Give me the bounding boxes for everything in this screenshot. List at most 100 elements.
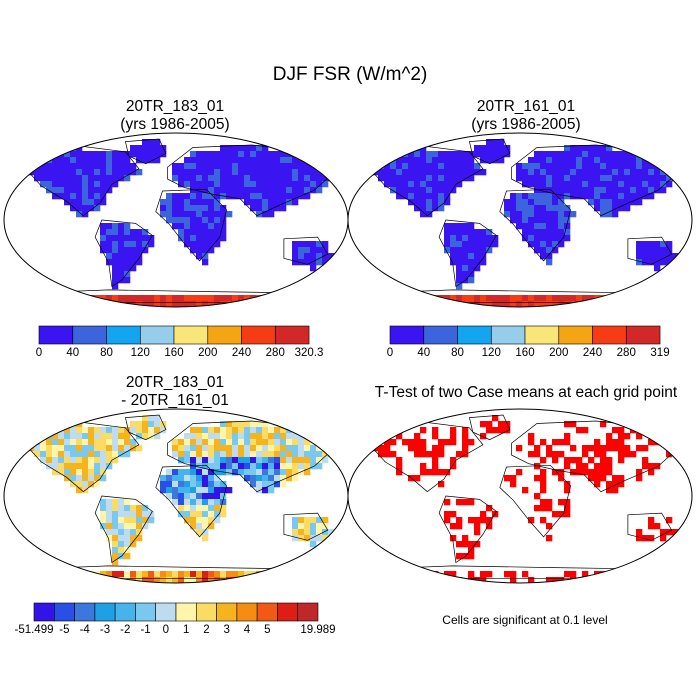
colorbar-swatch [216, 602, 238, 622]
colorbar-swatch [33, 602, 55, 622]
colorbar-swatch [38, 325, 74, 345]
map-panel-4 [347, 408, 693, 584]
colorbar-tick-label: -51.499 [14, 624, 54, 636]
colorbar-swatch [74, 602, 96, 622]
colorbar-swatch [53, 602, 75, 622]
colorbar-swatch [135, 602, 156, 622]
coastline-eurasia [511, 420, 681, 493]
coastline-eurasia [167, 144, 337, 217]
colorbar-swatch [297, 602, 319, 622]
colorbar-swatch [72, 325, 107, 345]
colorbar-swatch [274, 325, 310, 345]
colorbar-swatch [114, 602, 136, 622]
colorbar-3 [33, 602, 319, 622]
coastline-greenland [468, 138, 511, 165]
colorbar-tick-label: 120 [481, 347, 501, 359]
colorbar-swatch [457, 325, 492, 345]
coastline-eurasia [511, 144, 681, 217]
colorbar-tick-label: 319 [650, 347, 670, 359]
colorbar-swatch [207, 325, 242, 345]
panel-2-title-line1: 20TR_161_01 [476, 98, 576, 115]
colorbar-tick-label: 0 [162, 624, 170, 636]
coastline-namerica [367, 420, 484, 493]
colorbar-swatch [236, 602, 258, 622]
colorbar-tick-label: 160 [515, 347, 535, 359]
coastline-greenland [468, 414, 511, 441]
map-panel-1 [3, 132, 349, 308]
colorbar-swatch [490, 325, 526, 345]
colorbar-tick-label: 3 [223, 624, 230, 636]
panel-2-title: 20TR_161_01 (yrs 1986-2005) [376, 98, 676, 134]
colorbar-tick-label: 0 [35, 347, 43, 359]
coastline-greenland [124, 414, 167, 441]
coastline-australia [627, 236, 673, 265]
colorbar-tick-label: -1 [140, 624, 151, 636]
colorbar-tick-label: -4 [79, 624, 90, 636]
colorbar-tick-label: 280 [616, 347, 636, 359]
colorbar-swatch [140, 325, 175, 345]
significance-footnote: Cells are significant at 0.1 level [442, 613, 608, 627]
colorbar-swatch [277, 602, 298, 622]
map-border [347, 408, 693, 584]
colorbar-swatch [423, 325, 458, 345]
panel-2-title-line2: (yrs 1986-2005) [471, 116, 581, 133]
panel-3-title: 20TR_183_01 - 20TR_161_01 [25, 374, 325, 410]
colorbar-tick-label: 280 [265, 347, 285, 359]
colorbar-tick-label: 320.3 [294, 347, 324, 359]
coastline-africa [499, 464, 571, 538]
coastline-namerica [367, 144, 484, 217]
panel-3-title-line1: 20TR_183_01 [125, 374, 225, 391]
colorbar-swatch [196, 602, 217, 622]
colorbar-2 [389, 325, 661, 345]
coastline-samerica [438, 219, 497, 288]
colorbar-tick-label: 4 [243, 624, 251, 636]
coastline-greenland [124, 138, 167, 165]
colorbar-tick-label: 120 [130, 347, 150, 359]
colorbar-tick-label: 240 [231, 347, 252, 359]
colorbar-tick-label: 80 [451, 347, 464, 359]
colorbar-swatch [389, 325, 425, 345]
panel-3-title-line2: - 20TR_161_01 [121, 392, 229, 409]
panel-1-title: 20TR_183_01 (yrs 1986-2005) [25, 98, 325, 134]
colorbar-tick-label: 240 [582, 347, 603, 359]
colorbar-tick-label: 40 [66, 347, 80, 359]
coastline-australia [627, 512, 673, 541]
coastline-samerica [94, 495, 153, 564]
colorbar-tick-label: 200 [198, 347, 218, 359]
colorbar-swatch [524, 325, 560, 345]
coastline-samerica [438, 495, 497, 564]
panel-4-title: T-Test of two Case means at each grid po… [352, 384, 700, 402]
colorbar-tick-label: 5 [264, 624, 271, 636]
map-panel-2 [347, 132, 693, 308]
colorbar-swatch [175, 602, 197, 622]
colorbar-tick-label: 200 [549, 347, 569, 359]
colorbar-tick-label: 1 [182, 624, 190, 636]
colorbar-swatch [625, 325, 661, 345]
colorbar-tick-label: 80 [100, 347, 113, 359]
coastline-africa [499, 188, 571, 262]
coastline-africa [155, 188, 227, 262]
colorbar-swatch [592, 325, 627, 345]
coastline-africa [155, 464, 227, 538]
colorbar-tick-label: -3 [99, 624, 111, 636]
main-title: DJF FSR (W/m^2) [272, 64, 428, 85]
panel-1-title-line1: 20TR_183_01 [125, 98, 225, 115]
colorbar-tick-label: -5 [59, 624, 70, 636]
coastline-australia [283, 512, 329, 541]
colorbar-swatch [173, 325, 209, 345]
map-border [347, 132, 693, 308]
colorbar-1 [38, 325, 310, 345]
coastline-eurasia [167, 420, 337, 493]
colorbar-tick-label: 2 [203, 624, 210, 636]
colorbar-tick-label: 19.989 [300, 624, 336, 636]
colorbar-tick-label: -2 [120, 624, 131, 636]
colorbar-swatch [155, 602, 177, 622]
colorbar-swatch [256, 602, 278, 622]
coastline-samerica [94, 219, 153, 288]
coastline-namerica [23, 420, 140, 493]
coastline-namerica [23, 144, 140, 217]
colorbar-swatch [558, 325, 593, 345]
colorbar-swatch [106, 325, 141, 345]
colorbar-tick-label: 40 [417, 347, 431, 359]
